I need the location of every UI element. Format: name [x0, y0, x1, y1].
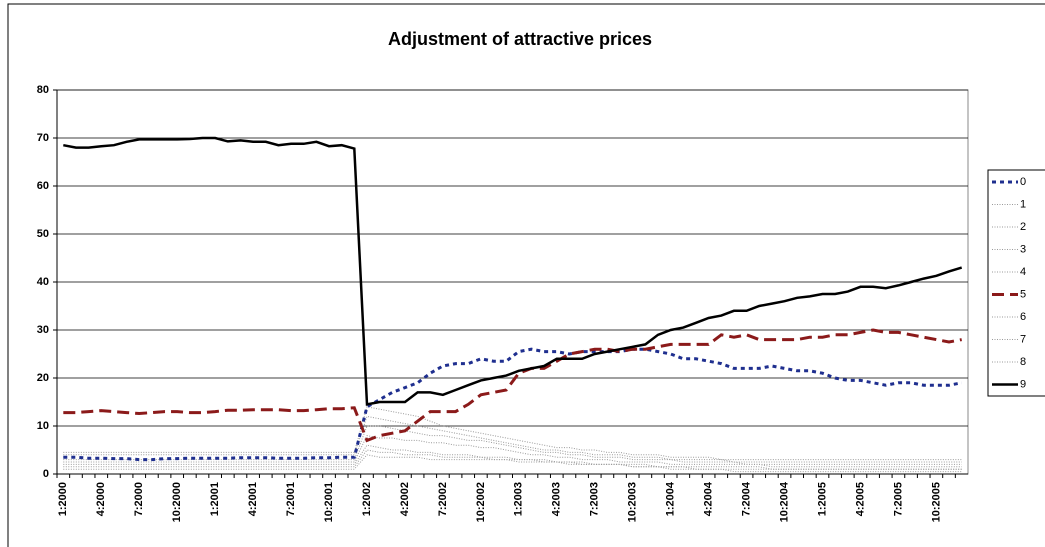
y-tick-label: 40 [37, 276, 49, 288]
legend-label: 7 [1020, 333, 1026, 345]
series-line [63, 449, 962, 470]
x-tick-label: 10:2005 [930, 482, 942, 522]
x-tick-label: 1:2000 [57, 482, 69, 516]
chart-title: Adjustment of attractive prices [388, 29, 652, 49]
x-tick-label: 10:2001 [323, 482, 335, 522]
series-line [63, 406, 962, 461]
x-tick-label: 7:2002 [437, 482, 449, 516]
legend-label: 4 [1020, 266, 1026, 278]
legend-label: 1 [1020, 198, 1026, 210]
legend-box [987, 169, 1045, 397]
x-tick-label: 10:2003 [627, 482, 639, 522]
legend-label: 0 [1020, 176, 1026, 188]
x-tick-label: 1:2002 [361, 482, 373, 516]
y-tick-label: 0 [43, 468, 49, 480]
series-line [63, 425, 962, 465]
x-tick-label: 4:2005 [854, 482, 866, 516]
x-tick-label: 4:2001 [247, 482, 259, 516]
x-tick-label: 10:2002 [475, 482, 487, 522]
legend-label: 3 [1020, 243, 1026, 255]
x-tick-label: 7:2001 [285, 482, 297, 516]
x-tick-label: 7:2003 [589, 482, 601, 516]
x-tick-label: 4:2004 [703, 481, 715, 516]
x-tick-label: 4:2003 [551, 482, 563, 516]
series-line [63, 415, 962, 463]
x-tick-label: 1:2004 [665, 481, 677, 516]
x-tick-label: 7:2005 [892, 482, 904, 516]
y-tick-label: 10 [37, 420, 49, 432]
x-tick-label: 10:2004 [778, 481, 790, 522]
y-tick-label: 70 [37, 132, 49, 144]
series-line [63, 328, 962, 443]
y-tick-label: 30 [37, 324, 49, 336]
y-tick-label: 50 [37, 228, 49, 240]
y-tick-label: 20 [37, 372, 49, 384]
x-tick-label: 4:2000 [95, 482, 107, 516]
legend-label: 2 [1020, 221, 1026, 233]
x-tick-label: 4:2002 [399, 482, 411, 516]
x-tick-label: 1:2001 [209, 482, 221, 516]
x-tick-label: 7:2004 [740, 481, 752, 516]
x-tick-label: 1:2003 [513, 482, 525, 516]
x-tick-label: 10:2000 [171, 482, 183, 522]
x-tick-label: 1:2005 [816, 482, 828, 516]
series-line [63, 136, 963, 406]
y-tick-label: 60 [37, 180, 49, 192]
legend-label: 5 [1020, 288, 1026, 300]
legend-label: 9 [1020, 378, 1026, 390]
x-tick-label: 7:2000 [133, 482, 145, 516]
legend-label: 8 [1020, 356, 1026, 368]
legend-label: 6 [1020, 311, 1026, 323]
y-tick-label: 80 [37, 84, 49, 96]
series-line [63, 435, 962, 468]
series-line [63, 444, 962, 470]
